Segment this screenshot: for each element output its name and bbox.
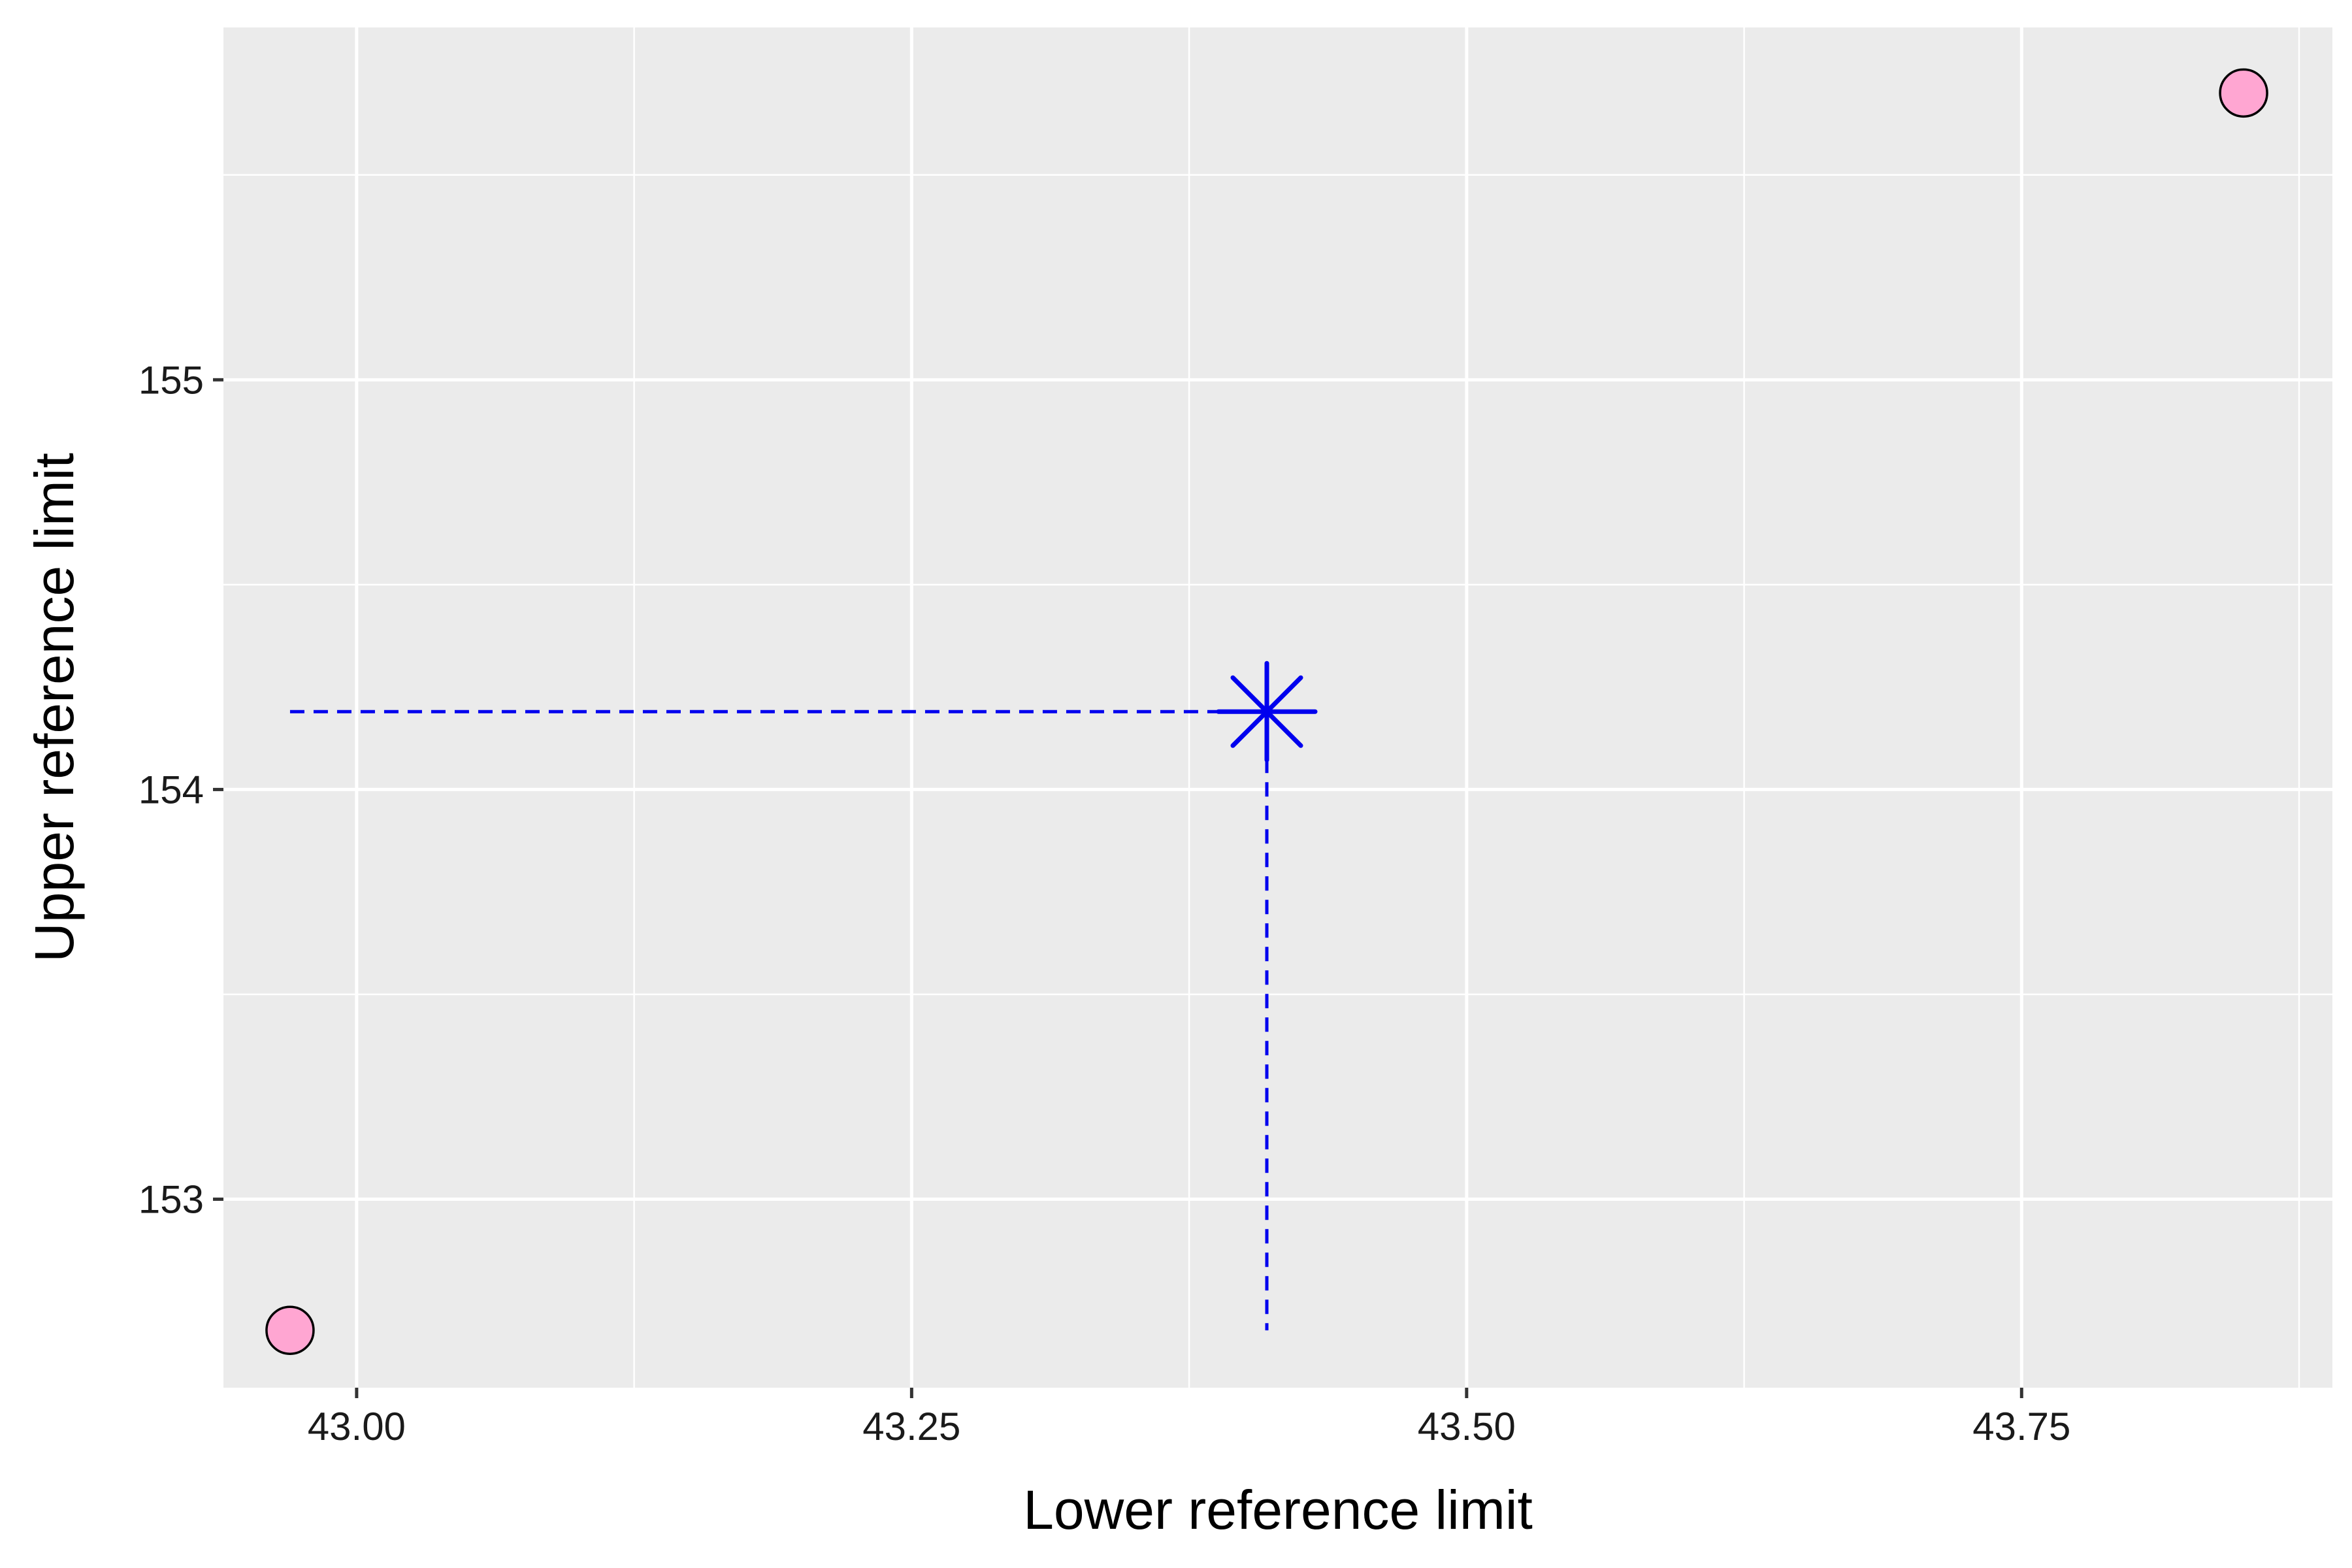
y-axis-title: Upper reference limit — [24, 453, 85, 962]
y-axis: 153 154 155 — [139, 358, 223, 1222]
x-tick-label: 43.00 — [308, 1405, 406, 1448]
y-tick-label: 154 — [139, 768, 204, 811]
minor-gridlines — [223, 27, 2332, 1388]
y-tick-label: 155 — [139, 358, 204, 402]
highlight-guide-lines — [289, 710, 1269, 1331]
x-tick-label: 43.25 — [862, 1405, 960, 1448]
x-axis: 43.00 43.25 43.50 43.75 — [308, 1388, 2070, 1448]
y-tick-label: 153 — [139, 1178, 204, 1222]
data-point — [265, 1305, 315, 1355]
x-tick-label: 43.50 — [1418, 1405, 1516, 1448]
plot-panel — [223, 27, 2332, 1388]
highlight-asterisk-stroke — [1230, 675, 1303, 748]
x-axis-title: Lower reference limit — [1023, 1479, 1533, 1541]
major-gridlines — [223, 27, 2332, 1388]
x-tick-label: 43.75 — [1972, 1405, 2070, 1448]
highlight-marker — [1216, 661, 1318, 762]
data-points — [265, 68, 2268, 1355]
data-point — [2219, 68, 2268, 118]
